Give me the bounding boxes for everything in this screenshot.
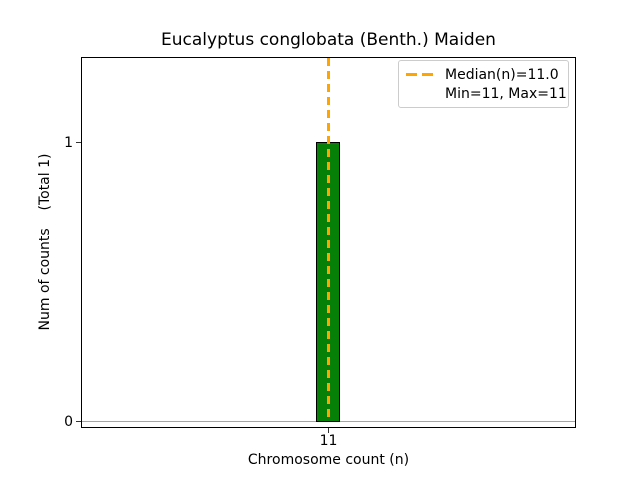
ytick-mark-1 [76,142,81,143]
legend-empty-swatch [406,92,435,95]
legend-row-minmax: Min=11, Max=11 [406,84,567,103]
legend: Median(n)=11.0 Min=11, Max=11 [398,60,569,108]
legend-label-minmax: Min=11, Max=11 [445,85,567,102]
x-axis-label: Chromosome count (n) [247,452,410,468]
y-axis-label: Num of counts (Total 1) [37,153,53,331]
chart-title: Eucalyptus conglobata (Benth.) Maiden [161,30,496,50]
plot-area: Median(n)=11.0 Min=11, Max=11 [81,57,576,428]
ytick-mark-0 [76,421,81,422]
xtick-mark-11 [328,428,329,433]
xtick-label-11: 11 [319,433,338,449]
ytick-label-0: 0 [64,414,73,430]
median-line [327,58,330,422]
legend-row-median: Median(n)=11.0 [406,65,562,84]
legend-label-median: Median(n)=11.0 [445,66,559,83]
ytick-label-1: 1 [64,135,73,151]
median-dashed-line-swatch [406,73,435,76]
